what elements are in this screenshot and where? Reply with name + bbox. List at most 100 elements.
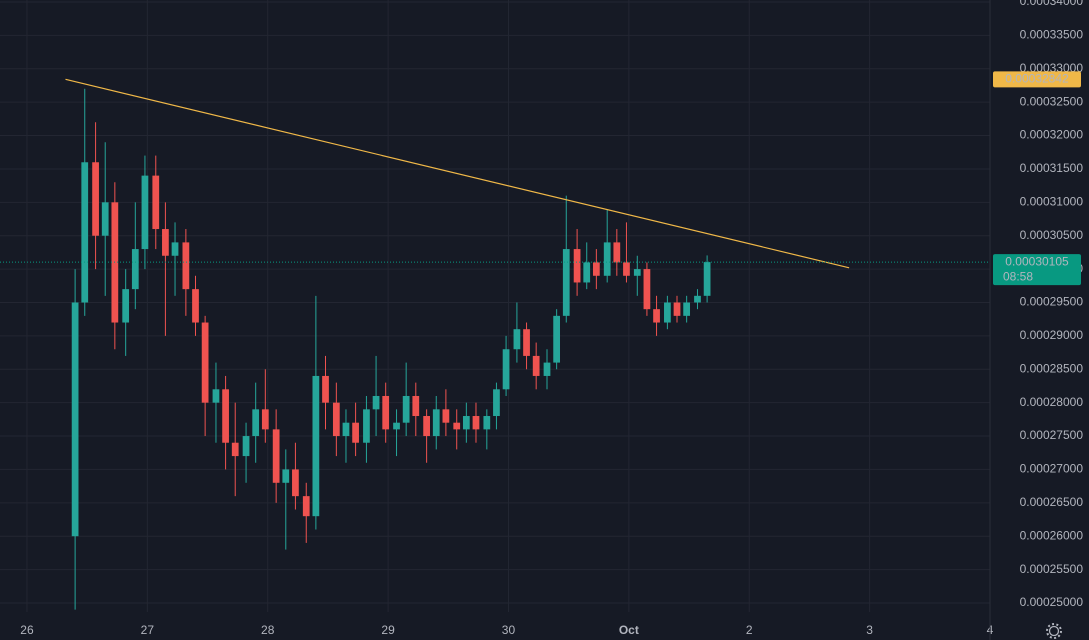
candle-body	[372, 395, 380, 410]
candle-body	[312, 375, 320, 517]
candle-body	[694, 295, 701, 303]
candle-body	[583, 262, 591, 283]
candle-body	[543, 362, 551, 376]
candle-body	[472, 416, 480, 430]
candle-body	[432, 409, 440, 437]
candle-body	[162, 229, 169, 256]
candle-body	[643, 269, 651, 310]
y-tick-label: 0.00031000	[1020, 195, 1084, 209]
candle-body	[332, 402, 340, 437]
candle-body	[592, 262, 600, 276]
y-tick-label: 0.00032500	[1020, 94, 1084, 108]
trendline	[65, 78, 850, 269]
y-tick-label: 0.00030500	[1020, 228, 1084, 242]
candle-body	[101, 202, 109, 236]
candle-body	[613, 242, 621, 263]
candle-body	[141, 175, 149, 250]
x-tick-label: Oct	[619, 623, 639, 637]
y-tick-label: 0.00025000	[1020, 595, 1084, 609]
candle-body	[122, 289, 130, 323]
candle-body	[261, 409, 269, 430]
candle-body	[532, 355, 540, 376]
candle-body	[603, 242, 611, 276]
x-tick-label: 28	[261, 623, 275, 637]
x-tick-label: 3	[866, 623, 873, 637]
y-tick-label: 0.00028000	[1020, 395, 1084, 409]
candle-body	[683, 302, 691, 316]
candle-body	[152, 175, 160, 230]
candle-body	[192, 289, 199, 323]
candle-body	[453, 422, 461, 430]
candle-body	[222, 389, 229, 443]
candle-body	[252, 409, 260, 437]
y-tick-label: 0.00031500	[1020, 161, 1084, 175]
candle-body	[81, 162, 89, 303]
x-tick-label: 30	[502, 623, 516, 637]
y-tick-label: 0.00033500	[1020, 28, 1084, 42]
candle-body	[342, 422, 350, 437]
y-tick-label: 0.00026500	[1020, 495, 1084, 509]
candle-body	[493, 389, 500, 417]
x-tick-label: 2	[746, 623, 753, 637]
y-tick-label: 0.00025500	[1020, 562, 1084, 576]
candle-body	[633, 269, 641, 276]
gear-teeth	[1046, 623, 1062, 639]
candle-body	[664, 302, 671, 323]
candle-body	[201, 322, 209, 403]
y-tick-label: 0.00028500	[1020, 361, 1084, 375]
y-tick-label: 0.00027500	[1020, 428, 1084, 442]
candle-body	[272, 429, 280, 483]
price-label: 0.00030105	[1005, 254, 1069, 268]
countdown: 08:58	[1003, 269, 1033, 283]
candle-body	[131, 249, 139, 290]
candle-body	[302, 496, 310, 517]
candle-body	[322, 375, 329, 403]
candle-body	[502, 349, 510, 390]
candle-body	[182, 242, 190, 290]
price-label: 0.00032842	[1005, 72, 1069, 86]
candle-body	[363, 409, 370, 443]
candle-body	[412, 395, 420, 417]
candle-body	[673, 302, 681, 316]
x-tick-label: 27	[141, 623, 155, 637]
gear-ring	[1048, 625, 1060, 637]
candle-body	[393, 422, 400, 430]
candle-body	[282, 469, 290, 483]
candle-body	[71, 302, 79, 537]
candle-body	[653, 309, 660, 323]
candle-body	[513, 329, 521, 350]
candle-body	[292, 469, 299, 497]
x-tick-label: 26	[20, 623, 34, 637]
candle-body	[462, 416, 470, 430]
candle-body	[523, 329, 530, 356]
y-tick-label: 0.00032000	[1020, 128, 1084, 142]
y-tick-label: 0.00029000	[1020, 328, 1084, 342]
candle-body	[483, 416, 491, 430]
candle-body	[382, 395, 390, 430]
candle-body	[573, 249, 581, 283]
candle-body	[623, 262, 630, 276]
candle-body	[553, 315, 561, 363]
candle-body	[171, 242, 179, 256]
candle-body	[562, 249, 570, 316]
candle-body	[352, 422, 359, 443]
price-label-box	[993, 254, 1081, 286]
candle-body	[402, 395, 410, 423]
price-label-box	[993, 71, 1081, 88]
y-tick-label: 0.00029500	[1020, 295, 1084, 309]
candle-body	[92, 162, 99, 236]
x-tick-label: 29	[381, 623, 395, 637]
y-tick-label: 0.00034000	[1020, 0, 1084, 8]
candle-body	[423, 416, 430, 437]
candle-body	[212, 389, 220, 403]
settings-icon[interactable]	[1046, 623, 1062, 639]
candle-body	[703, 262, 711, 296]
candle-body	[231, 442, 239, 457]
candle-body	[442, 409, 450, 423]
y-tick-label: 0.00026000	[1020, 528, 1084, 542]
y-tick-label: 0.00027000	[1020, 462, 1084, 476]
candle-body	[242, 436, 250, 457]
